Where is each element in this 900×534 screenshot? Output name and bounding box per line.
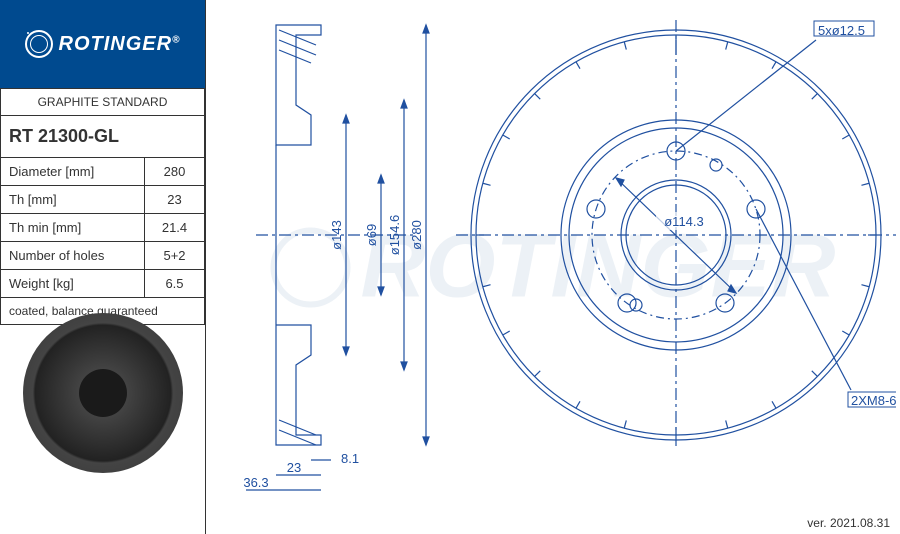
dim-pcd: ø114.3	[664, 214, 704, 229]
dim-d154: ø154.6	[387, 215, 402, 255]
section-view: ø143 ø69 ø154.6 ø280 23 36.3 8.1	[216, 0, 466, 500]
dim-d143: ø143	[329, 220, 344, 250]
front-view: 5xø12.5 ø114.3 2XM8-6H	[456, 10, 896, 490]
spec-row: Diameter [mm] 280	[1, 158, 205, 186]
brand-text: ROTINGER®	[25, 30, 181, 58]
dim-w23: 23	[287, 460, 301, 475]
product-photo	[23, 313, 183, 473]
dim-d69: ø69	[364, 224, 379, 246]
spec-label: Number of holes	[1, 242, 145, 270]
standard-label: GRAPHITE STANDARD	[1, 89, 205, 116]
spec-value: 280	[145, 158, 205, 186]
version-label: ver. 2021.08.31	[807, 516, 890, 530]
spec-label: Weight [kg]	[1, 270, 145, 298]
dim-w8: 8.1	[341, 451, 359, 466]
dim-d280: ø280	[409, 220, 424, 250]
spec-value: 6.5	[145, 270, 205, 298]
part-number-row: RT 21300-GL	[1, 116, 205, 158]
dim-w36: 36.3	[243, 475, 268, 490]
spec-row: Weight [kg] 6.5	[1, 270, 205, 298]
technical-drawing: ROTINGER	[205, 0, 900, 534]
spec-label: Th min [mm]	[1, 214, 145, 242]
spec-label: Th [mm]	[1, 186, 145, 214]
part-number: RT 21300-GL	[1, 116, 205, 158]
brand-logo: ROTINGER®	[0, 0, 205, 88]
standard-row: GRAPHITE STANDARD	[1, 89, 205, 116]
spec-value: 21.4	[145, 214, 205, 242]
spec-value: 23	[145, 186, 205, 214]
spec-value: 5+2	[145, 242, 205, 270]
spec-row: Th [mm] 23	[1, 186, 205, 214]
spec-label: Diameter [mm]	[1, 158, 145, 186]
spec-row: Number of holes 5+2	[1, 242, 205, 270]
product-photo-area	[0, 310, 205, 475]
logo-icon	[25, 30, 53, 58]
spec-row: Th min [mm] 21.4	[1, 214, 205, 242]
dim-thread: 2XM8-6H	[851, 393, 896, 408]
spec-table: GRAPHITE STANDARD RT 21300-GL Diameter […	[0, 88, 205, 325]
